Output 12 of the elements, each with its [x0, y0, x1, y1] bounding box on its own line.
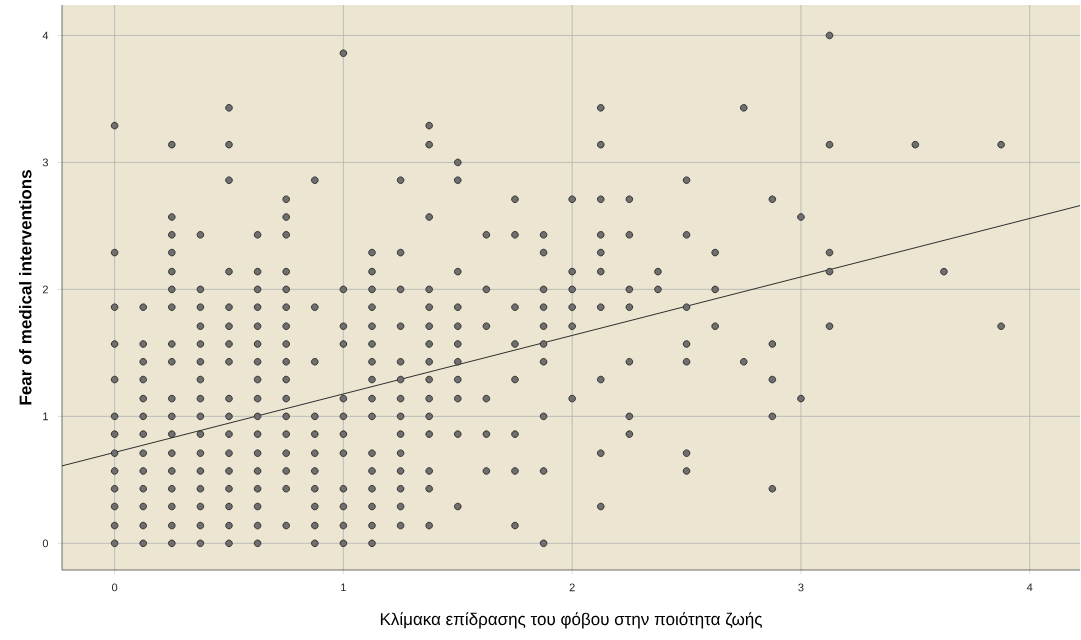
y-axis-title: Fear of medical interventions: [19, 170, 32, 405]
y-tick-label: 0: [42, 539, 49, 548]
x-tick-label: 0: [112, 583, 118, 592]
y-tick-label: 1: [43, 412, 48, 421]
x-tick-label: 4: [1026, 583, 1033, 592]
y-tick-label: 4: [42, 31, 49, 40]
x-tick-label: 2: [569, 583, 575, 592]
y-tick-label: 3: [42, 158, 48, 167]
y-tick-label: 2: [42, 285, 48, 294]
x-axis-title: Κλίμακα επίδρασης του φόβου στην ποιότητα ζωής: [380, 612, 762, 629]
x-tick-label: 1: [341, 583, 346, 592]
x-tick-label: 3: [798, 583, 804, 592]
